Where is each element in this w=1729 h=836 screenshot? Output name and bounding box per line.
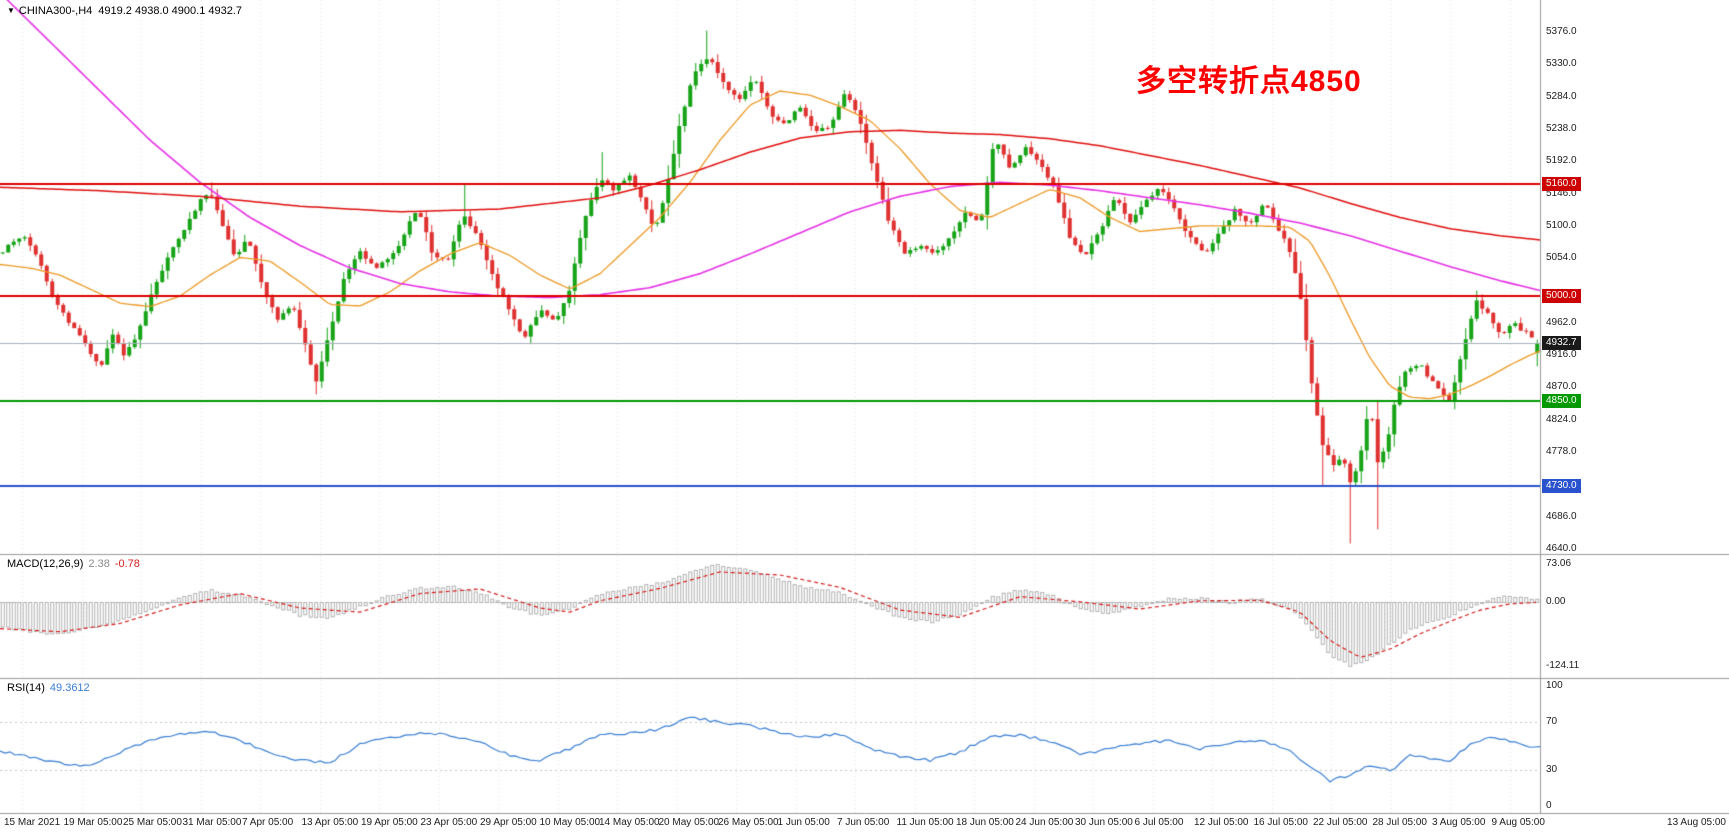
price-level-badge: 5160.0 (1542, 176, 1581, 191)
time-axis-label: 12 Jul 05:00 (1194, 817, 1249, 828)
price-tick-label: 5054.0 (1546, 252, 1577, 264)
time-axis-label: 19 Apr 05:00 (361, 817, 418, 828)
price-tick-label: 5192.0 (1546, 155, 1577, 167)
macd-axis-label: -124.11 (1546, 659, 1580, 671)
rsi-info-bar: RSI(14) 49.3612 (7, 682, 90, 694)
time-axis-label: 10 May 05:00 (539, 817, 601, 828)
rsi-axis-label: 30 (1546, 764, 1558, 775)
price-level-badge: 4730.0 (1542, 478, 1581, 493)
rsi-axis-label: 0 (1546, 800, 1552, 811)
time-axis-label: 31 Mar 05:00 (182, 817, 242, 828)
time-axis-label: 20 May 05:00 (658, 817, 720, 828)
time-axis-label: 25 Mar 05:00 (123, 817, 182, 828)
time-axis-label: 24 Jun 05:00 (1015, 817, 1074, 828)
time-axis-label: 14 May 05:00 (599, 817, 660, 828)
time-axis-label: 13 Apr 05:00 (301, 817, 359, 828)
time-axis-label: 26 May 05:00 (718, 817, 779, 828)
rsi-name-label: RSI(14) (7, 682, 45, 694)
price-tick-label: 5376.0 (1546, 26, 1577, 37)
time-axis-label: 29 Apr 05:00 (480, 817, 537, 828)
price-tick-label: 4640.0 (1546, 543, 1577, 554)
price-level-badge: 4932.7 (1542, 336, 1581, 351)
symbol-period-label: CHINA300-,H4 (18, 5, 93, 17)
time-axis-label: 22 Jul 05:00 (1313, 817, 1368, 828)
price-tick-label: 4686.0 (1546, 510, 1577, 522)
time-axis-label: 11 Jun 05:00 (896, 817, 954, 828)
price-tick-label: 4916.0 (1546, 349, 1577, 361)
price-tick-label: 5100.0 (1546, 219, 1577, 231)
time-axis-label: 1 Jun 05:00 (777, 817, 830, 828)
time-axis-label: 15 Mar 2021 (4, 817, 61, 828)
price-tick-label: 4824.0 (1546, 413, 1577, 425)
macd-main-value: 2.38 (88, 558, 110, 570)
price-tick-label: 5284.0 (1546, 90, 1577, 102)
time-axis-label: 23 Apr 05:00 (420, 817, 478, 828)
time-axis-label: 16 Jul 05:00 (1253, 817, 1309, 828)
price-tick-label: 4962.0 (1546, 316, 1577, 328)
macd-info-bar: MACD(12,26,9) 2.38 -0.78 (7, 558, 140, 570)
macd-axis-label: 73.06 (1546, 558, 1572, 570)
time-axis-label: 13 Aug 05:00 (1667, 817, 1726, 828)
rsi-axis-label: 70 (1546, 716, 1558, 727)
price-tick-label: 5146.0 (1546, 187, 1577, 199)
time-axis-label: 19 Mar 05:00 (63, 817, 123, 828)
macd-signal-value: -0.78 (114, 558, 140, 570)
time-axis-label: 28 Jul 05:00 (1372, 817, 1428, 828)
price-level-badge: 5000.0 (1542, 289, 1581, 304)
time-axis-label: 9 Aug 05:00 (1491, 817, 1545, 828)
price-tick-label: 4778.0 (1546, 446, 1577, 458)
time-axis-label: 3 Aug 05:00 (1432, 817, 1486, 828)
price-tick-label: 5330.0 (1546, 58, 1577, 70)
time-axis-label: 7 Jun 05:00 (837, 817, 890, 828)
time-axis-label: 30 Jun 05:00 (1075, 817, 1133, 828)
symbol-info-bar: ▼ CHINA300-,H4 4919.2 4938.0 4900.1 4932.7 (7, 5, 242, 17)
annotation-text[interactable]: 多空转折点4850 (1136, 65, 1362, 98)
price-tick-label: 4870.0 (1546, 381, 1577, 393)
price-tick-label: 5238.0 (1546, 122, 1577, 134)
rsi-axis-label: 100 (1546, 680, 1563, 691)
collapse-arrow-icon[interactable]: ▼ (7, 6, 15, 15)
macd-name-label: MACD(12,26,9) (7, 558, 84, 570)
rsi-value: 49.3612 (49, 682, 90, 694)
price-level-badge: 4850.0 (1542, 394, 1581, 409)
time-axis-label: 6 Jul 05:00 (1134, 817, 1184, 828)
ohlc-values: 4919.2 4938.0 4900.1 4932.7 (98, 5, 243, 17)
time-axis-label: 18 Jun 05:00 (956, 817, 1014, 828)
time-axis-label: 7 Apr 05:00 (242, 817, 294, 828)
macd-axis-label: 0.00 (1546, 595, 1566, 607)
